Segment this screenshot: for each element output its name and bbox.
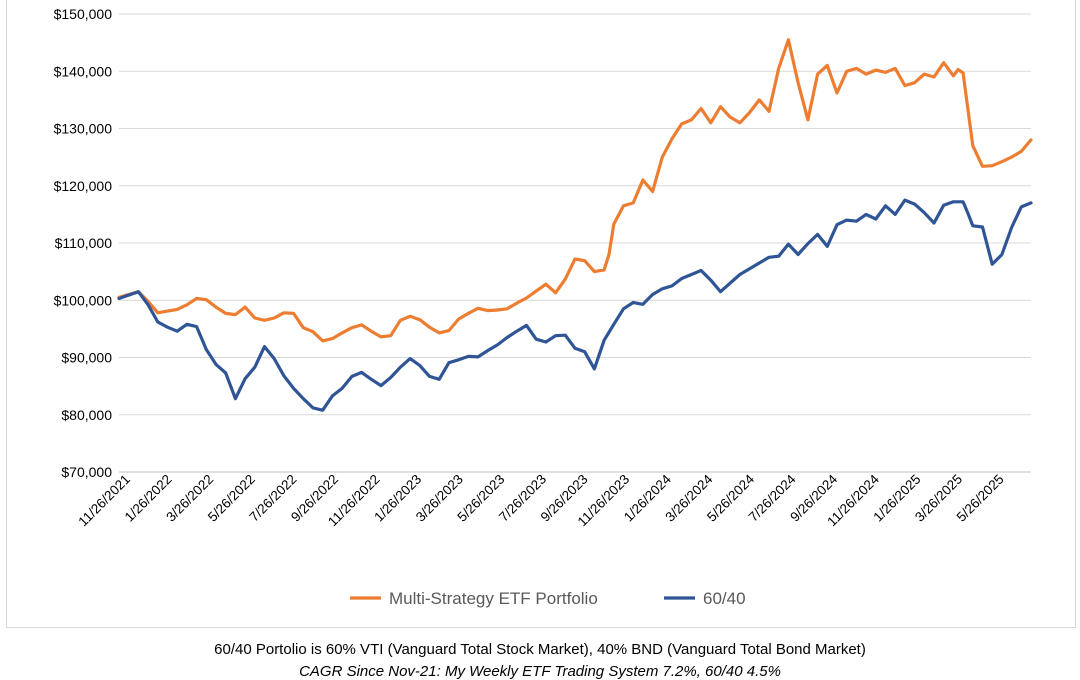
series-lines <box>117 38 1033 412</box>
gridlines <box>119 13 1031 473</box>
y-tick-label: $130,000 <box>54 121 113 137</box>
legend: Multi-Strategy ETF Portfolio 60/40 <box>350 589 746 608</box>
legend-label-multi-strategy: Multi-Strategy ETF Portfolio <box>389 589 598 608</box>
y-tick-label: $150,000 <box>54 6 113 22</box>
y-tick-label: $120,000 <box>54 178 113 194</box>
y-tick-label: $110,000 <box>55 235 113 251</box>
caption-cagr: CAGR Since Nov-21: My Weekly ETF Trading… <box>299 663 781 680</box>
x-axis-tick-labels: 11/26/20211/26/20223/26/20225/26/20227/2… <box>75 471 1006 529</box>
legend-label-60-40: 60/40 <box>703 589 746 608</box>
series-line-60-40 <box>117 198 1033 412</box>
line-chart: $70,000 $80,000 $90,000 $100,000 $110,000 $12… <box>54 6 1033 608</box>
chart-frame: $70,000 $80,000 $90,000 $100,000 $110,000 $12… <box>6 0 1076 628</box>
caption-portfolio-definition: 60/40 Portolio is 60% VTI (Vanguard Tota… <box>214 641 866 658</box>
y-tick-label: $70,000 <box>61 464 112 480</box>
y-tick-label: $140,000 <box>54 63 113 79</box>
x-tick-label: 11/26/2021 <box>75 472 133 530</box>
y-tick-label: $80,000 <box>61 407 112 423</box>
y-axis-tick-labels: $70,000 $80,000 $90,000 $100,000 $110,000 $12… <box>54 6 113 480</box>
series-line-multi-strategy <box>117 38 1033 343</box>
y-tick-label: $90,000 <box>61 350 112 366</box>
y-tick-label: $100,000 <box>54 292 113 308</box>
